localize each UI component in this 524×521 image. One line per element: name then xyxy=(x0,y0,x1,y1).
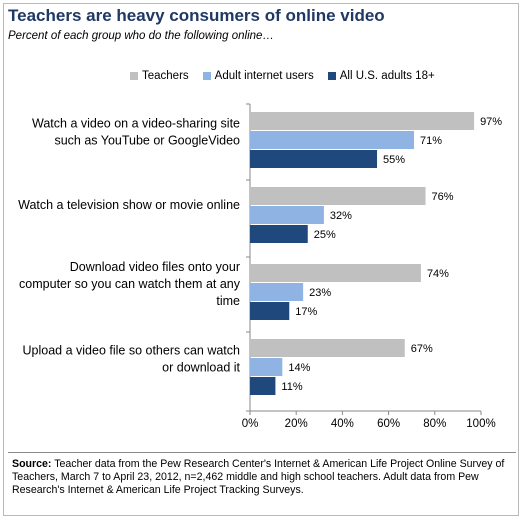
legend-swatch-teachers xyxy=(130,72,138,80)
bar-0-1 xyxy=(250,131,415,149)
data-label: 55% xyxy=(383,154,405,166)
x-tick-label: 100% xyxy=(466,418,495,430)
data-label: 25% xyxy=(314,229,336,241)
bar-0-2 xyxy=(250,150,378,168)
category-label: or download it xyxy=(162,361,240,375)
data-label: 76% xyxy=(432,191,454,203)
category-label: Download video files onto your xyxy=(70,260,240,274)
legend-label-adult-internet-users: Adult internet users xyxy=(214,70,314,82)
legend-label-teachers: Teachers xyxy=(142,70,189,82)
bar-chart: 0% 20% 40% 60% 80% 100% 97% 71% 55% Watch a video… xyxy=(18,103,502,430)
category-label: computer so you can watch them at any xyxy=(19,277,241,291)
legend-swatch-adult-internet-users xyxy=(202,72,211,80)
bar-1-2 xyxy=(250,225,308,243)
data-label: 67% xyxy=(411,343,433,355)
bar-3-1 xyxy=(250,358,283,376)
legend: Teachers Adult internet users All U.S. a… xyxy=(130,70,435,82)
legend-label-all-adults: All U.S. adults 18+ xyxy=(339,70,435,82)
x-tick-label: 80% xyxy=(423,418,446,430)
category-label: Watch a television show or movie online xyxy=(18,198,240,212)
bar-0-0 xyxy=(250,112,475,130)
bar-3-2 xyxy=(250,377,276,395)
bar-1-0 xyxy=(250,187,426,205)
source-divider xyxy=(8,452,516,453)
category-label: time xyxy=(216,294,240,308)
data-label: 23% xyxy=(309,287,331,299)
bar-2-2 xyxy=(250,302,290,320)
data-label: 97% xyxy=(480,116,502,128)
x-tick-label: 20% xyxy=(285,418,308,430)
data-label: 71% xyxy=(420,135,442,147)
bar-2-0 xyxy=(250,264,421,282)
legend-swatch-all-adults xyxy=(327,72,336,80)
x-tick-label: 60% xyxy=(377,418,400,430)
source-label: Source: xyxy=(12,458,52,470)
data-label: 11% xyxy=(281,381,302,393)
x-tick-label: 40% xyxy=(331,418,354,430)
category-label: Watch a video on a video-sharing site xyxy=(32,117,240,131)
bar-2-1 xyxy=(250,283,304,301)
x-tick-label: 0% xyxy=(242,418,259,430)
data-label: 74% xyxy=(427,268,449,280)
chart-title: Teachers are heavy consumers of online v… xyxy=(8,6,385,25)
data-label: 17% xyxy=(295,306,317,318)
legend-item-all-adults: All U.S. adults 18+ xyxy=(327,70,435,82)
category-label: Upload a video file so others can watch xyxy=(23,344,241,358)
source-text: Teacher data from the Pew Research Cente… xyxy=(12,458,505,496)
category-label: such as YouTube or GoogleVideo xyxy=(54,134,240,148)
bar-3-0 xyxy=(250,339,405,357)
bar-1-1 xyxy=(250,206,324,224)
source-note: Source: Teacher data from the Pew Resear… xyxy=(12,458,512,497)
data-label: 32% xyxy=(330,210,352,222)
legend-item-teachers: Teachers xyxy=(130,70,189,82)
chart-frame xyxy=(3,3,519,516)
data-label: 14% xyxy=(288,362,310,374)
chart-subtitle: Percent of each group who do the followi… xyxy=(8,30,274,42)
legend-item-adult-internet-users: Adult internet users xyxy=(202,70,314,82)
